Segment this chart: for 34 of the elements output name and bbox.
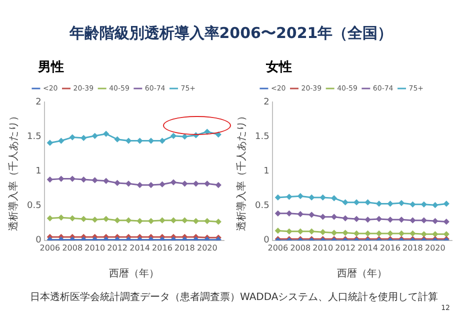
y-tick-label: 1.5	[26, 132, 42, 142]
x-tick-label: 2010	[84, 243, 106, 252]
x-tick-label: 2006	[40, 243, 60, 252]
y-tick-label: 0	[36, 236, 42, 246]
y-tick-label: 2	[36, 97, 42, 108]
y-axis-title: 透析導入率（千人あたり）	[8, 111, 20, 232]
y-tick-label: 2	[264, 97, 270, 108]
y-tick-label: 0.5	[254, 201, 270, 212]
chart-title: 年齢階級別透析導入率2006〜2021年（全国）	[68, 24, 394, 43]
y-axis-title: 透析導入率（千人あたり）	[236, 111, 248, 232]
chart-subtitle: 男性	[38, 59, 64, 76]
x-tick-label: 2018	[174, 243, 195, 252]
y-tick-label: 1	[36, 166, 42, 177]
x-tick-label: 2020	[196, 243, 218, 252]
x-tick-label: 2010	[312, 243, 334, 252]
x-tick-label: 2014	[358, 243, 378, 252]
y-tick-label: 0.5	[26, 201, 42, 212]
chart-title: 女性	[266, 59, 292, 76]
x-tick-label: 2006	[268, 243, 288, 252]
y-tick-label: 0	[264, 236, 270, 246]
x-tick-label: 2016	[380, 243, 400, 252]
x-axis-title: 西暦（年）	[109, 268, 160, 280]
x-tick-label: 2008	[62, 243, 83, 252]
x-tick-label: 2018	[402, 243, 423, 252]
x-tick-label: 2008	[290, 243, 311, 252]
x-axis-title: 西暦（年）	[337, 268, 388, 280]
y-tick-label: 1	[264, 166, 270, 177]
x-tick-label: 2020	[424, 243, 446, 252]
x-tick-label: 2016	[152, 243, 172, 252]
x-tick-label: 2012	[335, 243, 356, 252]
text: 日本透析医学会統計調査データ（患者調査票）WADDAシステム、人口統計を使用して計算	[30, 290, 438, 304]
x-tick-label: 2014	[130, 243, 150, 252]
y-tick-label: 1.5	[254, 132, 270, 142]
x-tick-label: 2012	[107, 243, 128, 252]
